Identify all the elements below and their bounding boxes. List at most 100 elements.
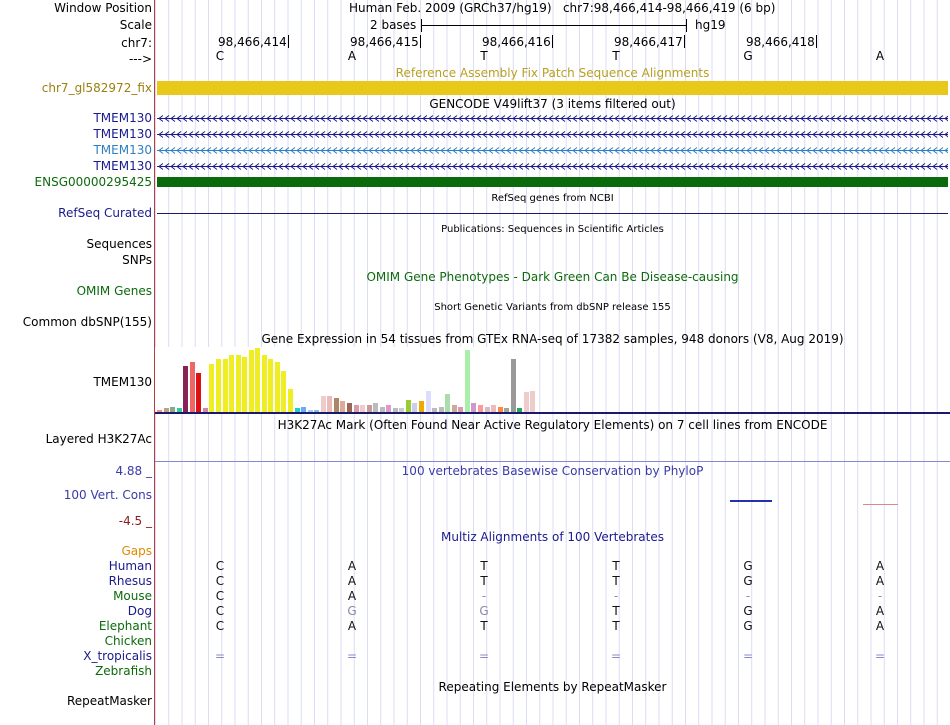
gtex-tissue-bar[interactable] bbox=[445, 394, 451, 412]
ensg-bar[interactable] bbox=[157, 177, 948, 187]
conservation-mark bbox=[730, 500, 772, 502]
species-label[interactable]: Rhesus bbox=[108, 574, 152, 588]
gtex-tissue-bar[interactable] bbox=[314, 410, 320, 412]
gtex-tissue-bar[interactable] bbox=[497, 407, 503, 412]
gtex-tissue-bar[interactable] bbox=[209, 364, 215, 412]
sequences-label[interactable]: Sequences bbox=[86, 237, 152, 251]
transcript-strand[interactable] bbox=[157, 147, 948, 154]
gtex-tissue-bar[interactable] bbox=[517, 408, 523, 412]
gtex-tissue-bar[interactable] bbox=[268, 359, 274, 412]
gtex-tissue-bar[interactable] bbox=[504, 408, 510, 412]
snps-label[interactable]: SNPs bbox=[122, 253, 152, 267]
gtex-tissue-bar[interactable] bbox=[327, 396, 333, 412]
gtex-tissue-bar[interactable] bbox=[307, 410, 313, 412]
gtex-tissue-bar[interactable] bbox=[458, 407, 464, 412]
gtex-tissue-bar[interactable] bbox=[215, 359, 221, 412]
gtex-tissue-bar[interactable] bbox=[157, 410, 162, 412]
conservation-label[interactable]: 100 Vert. Cons bbox=[63, 488, 152, 502]
gencode-item-label[interactable]: TMEM130 bbox=[93, 159, 152, 173]
aligned-base: T bbox=[480, 574, 488, 588]
gencode-item-label[interactable]: TMEM130 bbox=[93, 111, 152, 125]
gtex-tissue-bar[interactable] bbox=[477, 405, 483, 412]
gtex-tissue-bar[interactable] bbox=[281, 371, 287, 412]
transcript-strand[interactable] bbox=[157, 131, 948, 138]
transcript-strand[interactable] bbox=[157, 163, 948, 170]
gtex-tissue-bar[interactable] bbox=[248, 350, 254, 412]
refseq-line[interactable] bbox=[157, 213, 948, 214]
gtex-tissue-bar[interactable] bbox=[288, 389, 293, 412]
gtex-tissue-bar[interactable] bbox=[163, 408, 169, 412]
gaps-label[interactable]: Gaps bbox=[121, 544, 152, 558]
gtex-tissue-bar[interactable] bbox=[438, 407, 444, 412]
gtex-tissue-bar[interactable] bbox=[425, 391, 431, 412]
gtex-tissue-bar[interactable] bbox=[340, 401, 346, 412]
gtex-tissue-bar[interactable] bbox=[379, 407, 385, 412]
species-label[interactable]: Dog bbox=[127, 604, 152, 618]
gtex-tissue-bar[interactable] bbox=[523, 392, 529, 412]
gtex-tissue-bar[interactable] bbox=[176, 408, 182, 412]
gencode-item-label[interactable]: ENSG00000295425 bbox=[34, 175, 152, 189]
species-label[interactable]: Chicken bbox=[104, 634, 152, 648]
gtex-tissue-bar[interactable] bbox=[530, 391, 536, 412]
gtex-tissue-bar[interactable] bbox=[412, 403, 418, 412]
gtex-tissue-bar[interactable] bbox=[392, 408, 398, 412]
aligned-base: A bbox=[347, 619, 357, 633]
repeatmasker-title: Repeating Elements by RepeatMasker bbox=[438, 680, 667, 694]
gtex-tissue-bar[interactable] bbox=[189, 362, 195, 412]
species-label[interactable]: Mouse bbox=[113, 589, 152, 603]
gtex-tissue-bar[interactable] bbox=[484, 407, 490, 412]
gtex-tissue-bar[interactable] bbox=[432, 408, 438, 412]
fix-patch-bar[interactable] bbox=[157, 81, 948, 95]
gtex-tissue-bar[interactable] bbox=[419, 401, 424, 412]
gtex-tissue-bar[interactable] bbox=[202, 408, 208, 412]
omim-label[interactable]: OMIM Genes bbox=[76, 284, 152, 298]
gtex-tissue-bar[interactable] bbox=[471, 403, 477, 412]
gtex-tissue-bar[interactable] bbox=[255, 348, 261, 412]
aligned-base: T bbox=[612, 604, 620, 618]
gtex-tissue-bar[interactable] bbox=[366, 405, 372, 412]
gtex-tissue-bar[interactable] bbox=[373, 403, 379, 412]
gtex-tissue-bar[interactable] bbox=[274, 362, 280, 412]
scale-label: Scale bbox=[119, 18, 152, 32]
gtex-tissue-bar[interactable] bbox=[405, 400, 411, 412]
gtex-tissue-bar[interactable] bbox=[333, 398, 339, 412]
gtex-tissue-bar[interactable] bbox=[196, 373, 202, 412]
gtex-tissue-bar[interactable] bbox=[346, 403, 352, 412]
gtex-tissue-bar[interactable] bbox=[170, 407, 176, 412]
species-label[interactable]: Elephant bbox=[98, 619, 152, 633]
gtex-tissue-bar[interactable] bbox=[510, 359, 516, 412]
ruler-position: 98,466,418 bbox=[746, 35, 815, 49]
dbsnp-label[interactable]: Common dbSNP(155) bbox=[22, 315, 152, 329]
gtex-tissue-bar[interactable] bbox=[235, 355, 241, 412]
reference-base: T bbox=[480, 49, 488, 63]
gtex-tissue-bar[interactable] bbox=[294, 408, 300, 412]
gtex-tissue-bar[interactable] bbox=[301, 407, 307, 412]
gtex-tissue-bar[interactable] bbox=[353, 405, 359, 412]
gtex-tissue-bar[interactable] bbox=[242, 357, 248, 412]
gtex-bar-chart[interactable] bbox=[155, 347, 536, 412]
gtex-tissue-bar[interactable] bbox=[464, 350, 470, 412]
gtex-tissue-bar[interactable] bbox=[386, 405, 392, 412]
refseq-label[interactable]: RefSeq Curated bbox=[58, 206, 152, 220]
transcript-strand[interactable] bbox=[157, 115, 948, 122]
gtex-tissue-bar[interactable] bbox=[229, 355, 235, 412]
gencode-item-label[interactable]: TMEM130 bbox=[93, 143, 152, 157]
gtex-label[interactable]: TMEM130 bbox=[93, 375, 152, 389]
gencode-item-label[interactable]: TMEM130 bbox=[93, 127, 152, 141]
gtex-tissue-bar[interactable] bbox=[261, 355, 267, 412]
h3k27ac-line bbox=[155, 461, 950, 462]
gtex-tissue-bar[interactable] bbox=[399, 408, 405, 412]
gtex-tissue-bar[interactable] bbox=[360, 405, 366, 412]
species-label[interactable]: Human bbox=[108, 559, 152, 573]
fix-patch-label[interactable]: chr7_gl582972_fix bbox=[41, 81, 152, 95]
h3k27ac-label[interactable]: Layered H3K27Ac bbox=[45, 432, 152, 446]
gtex-tissue-bar[interactable] bbox=[183, 366, 189, 412]
gtex-tissue-bar[interactable] bbox=[222, 359, 228, 412]
gtex-tissue-bar[interactable] bbox=[320, 396, 326, 412]
aligned-base: C bbox=[215, 574, 225, 588]
gtex-tissue-bar[interactable] bbox=[451, 405, 457, 412]
repeatmasker-label[interactable]: RepeatMasker bbox=[66, 694, 152, 708]
species-label[interactable]: X_tropicalis bbox=[83, 649, 152, 663]
gtex-tissue-bar[interactable] bbox=[491, 405, 497, 412]
species-label[interactable]: Zebrafish bbox=[95, 664, 152, 678]
